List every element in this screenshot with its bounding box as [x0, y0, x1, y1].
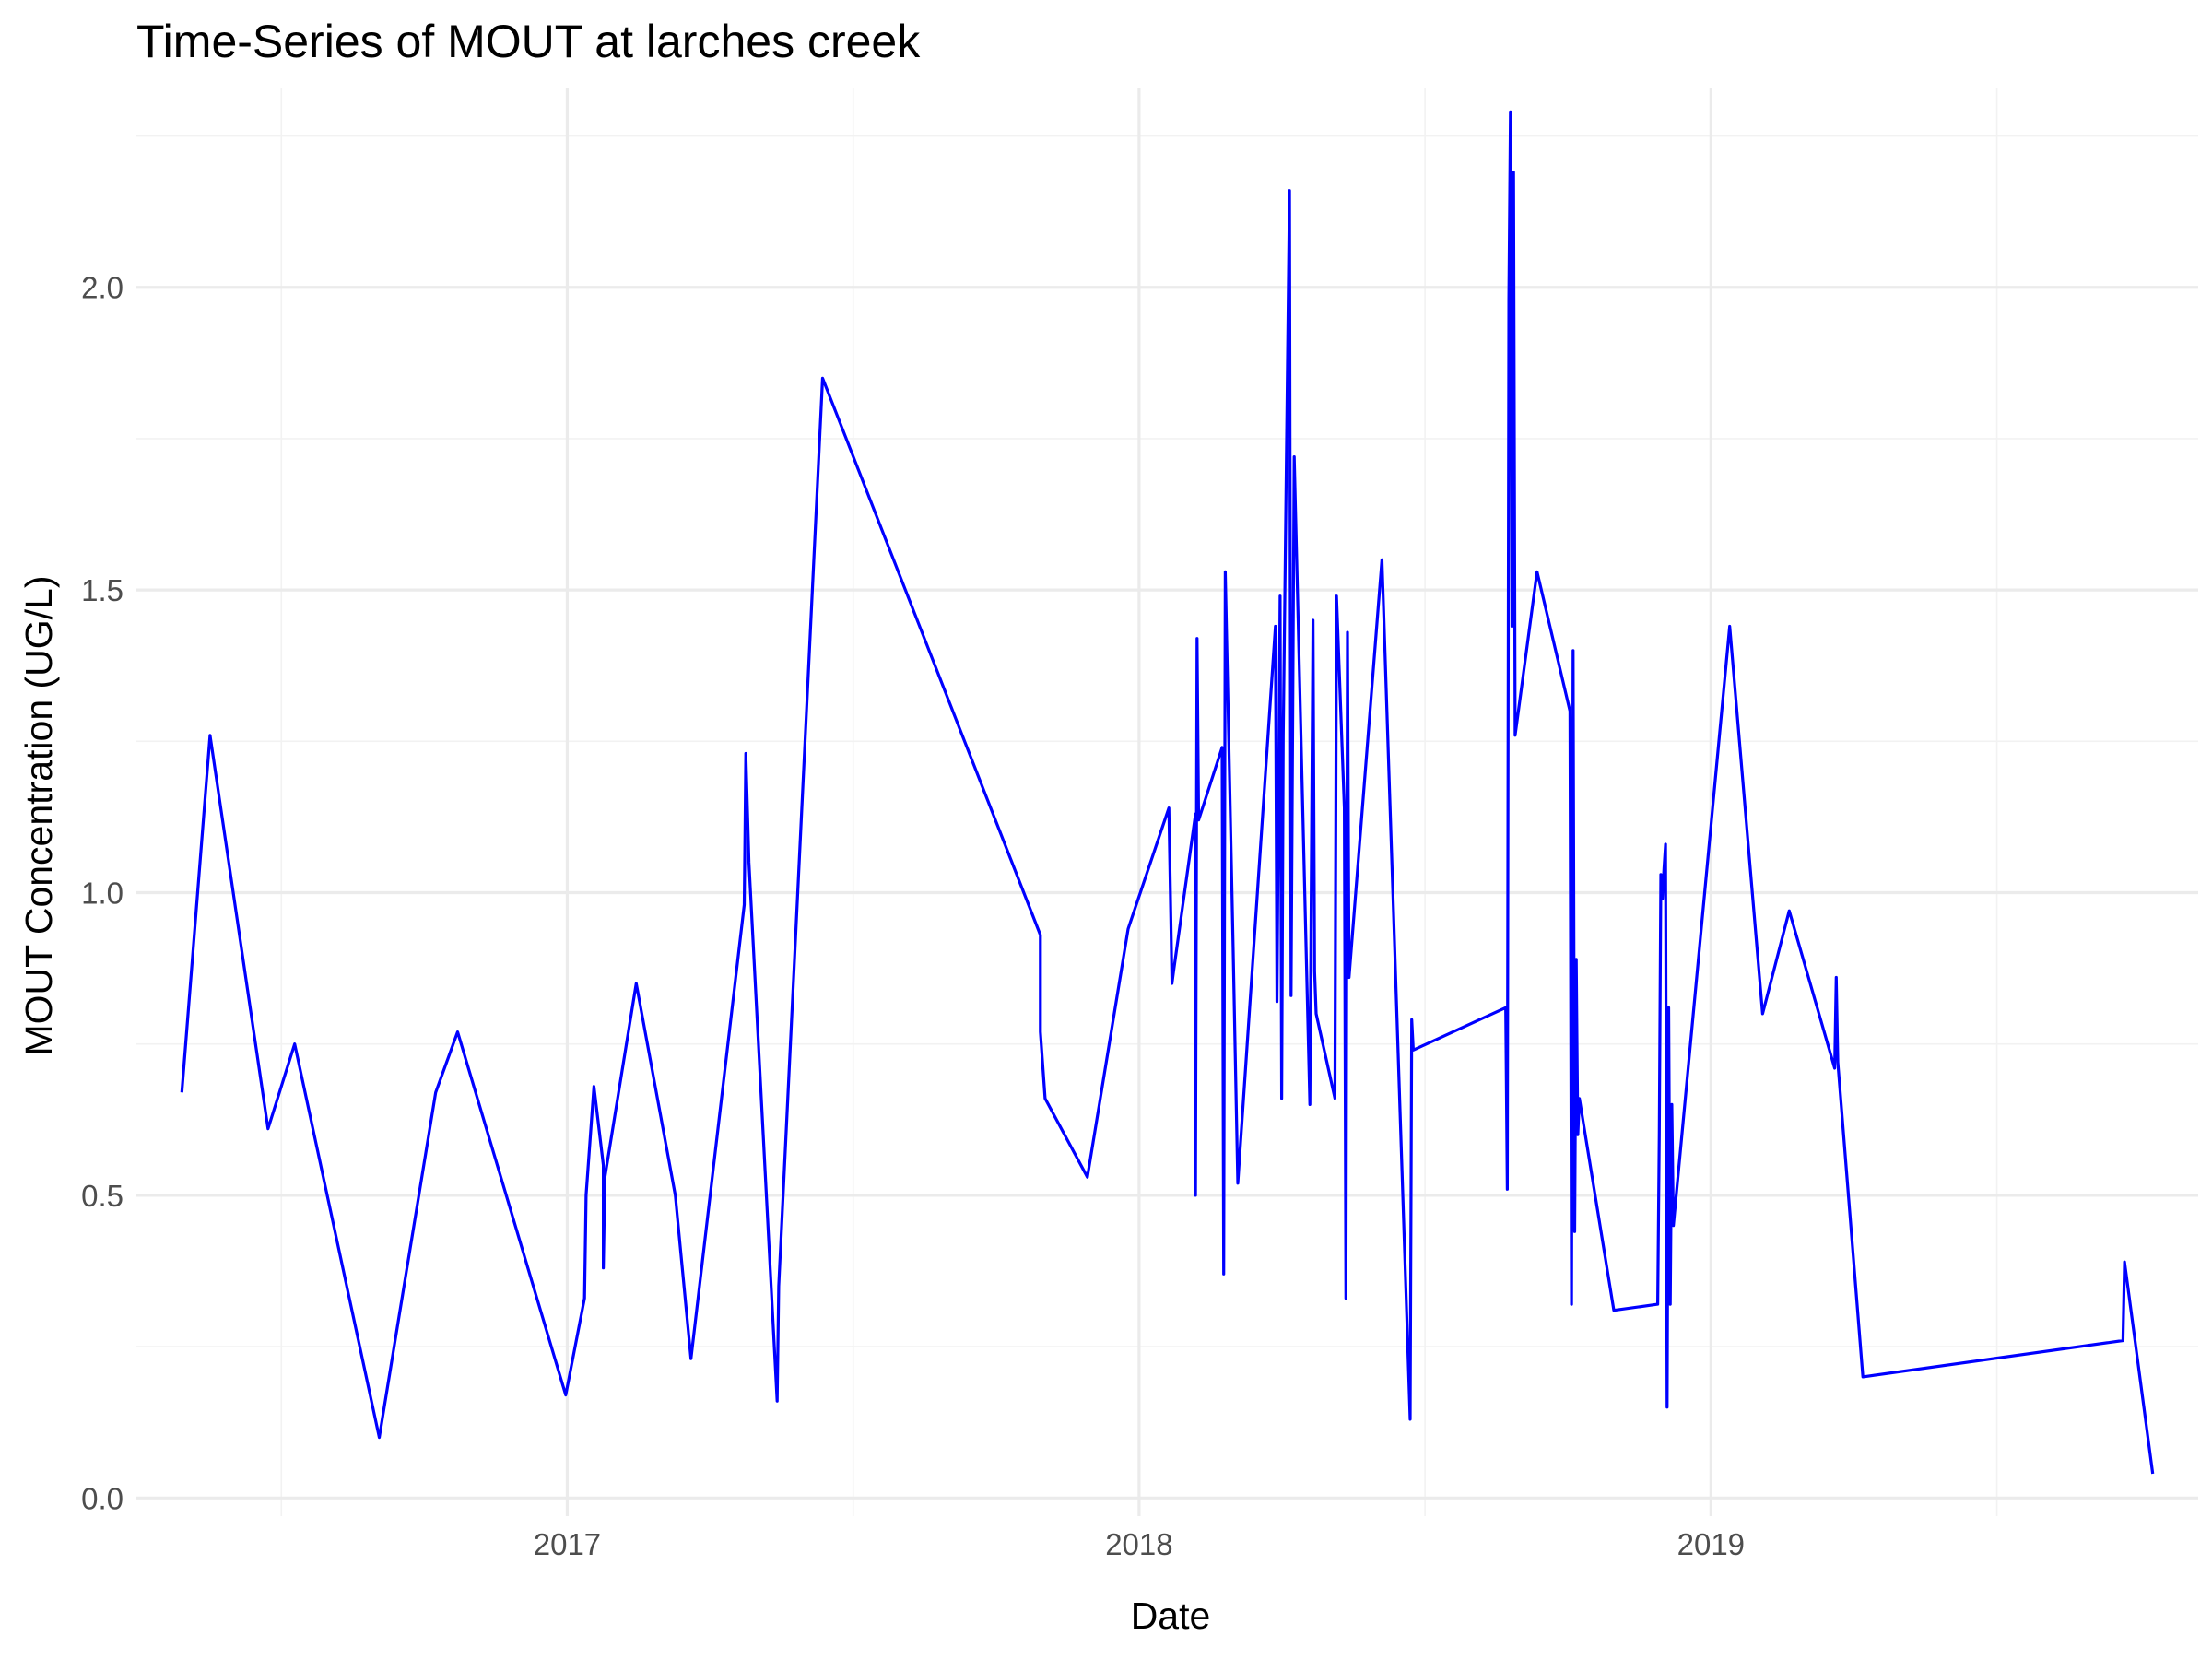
- series-line: [180, 110, 2155, 1475]
- x-tick-label: 2019: [1677, 1527, 1745, 1561]
- series-layer: [180, 110, 2155, 1475]
- y-tick-label: 1.0: [81, 877, 124, 911]
- y-tick-label: 0.0: [81, 1481, 124, 1515]
- major-gridlines: [136, 88, 2198, 1516]
- chart-title: Time-Series of MOUT at larches creek: [136, 16, 921, 67]
- y-tick-label: 1.5: [81, 573, 124, 607]
- x-axis-tick-labels: 2017 2018 2019: [534, 1527, 1745, 1561]
- y-axis-title: MOUT Concentration (UG/L): [18, 575, 60, 1055]
- x-axis-title: Date: [1131, 1594, 1211, 1637]
- minor-gridlines: [136, 88, 2198, 1516]
- y-tick-label: 2.0: [81, 271, 124, 305]
- y-tick-label: 0.5: [81, 1179, 124, 1213]
- x-tick-label: 2018: [1105, 1527, 1172, 1561]
- x-tick-label: 2017: [534, 1527, 601, 1561]
- y-axis-tick-labels: 0.0 0.5 1.0 1.5 2.0: [81, 271, 124, 1516]
